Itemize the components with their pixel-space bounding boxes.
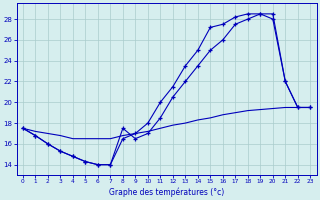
X-axis label: Graphe des températures (°c): Graphe des températures (°c) — [109, 187, 224, 197]
